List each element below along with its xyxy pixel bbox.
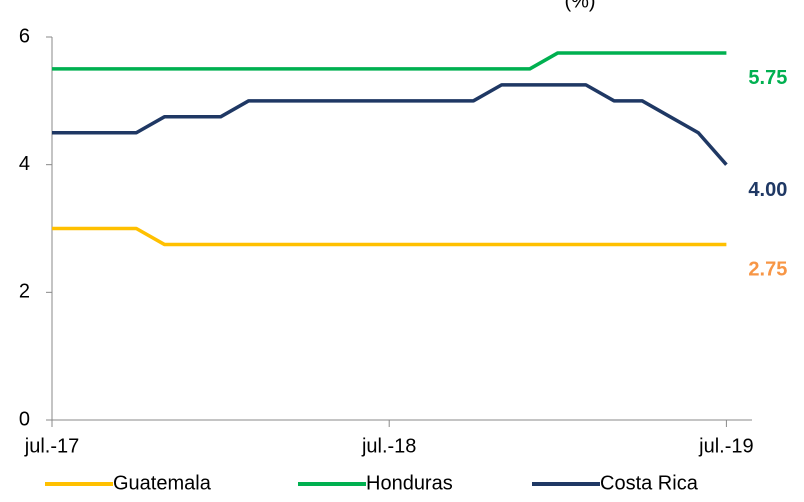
x-tick-label: jul.-18 [361, 435, 416, 457]
value-label: 2.75 [748, 259, 787, 281]
y-tick-label: 2 [19, 281, 30, 303]
legend-label: Honduras [366, 472, 453, 494]
x-tick-label: jul.-19 [698, 435, 753, 457]
y-tick-label: 0 [19, 408, 30, 430]
value-label: 5.75 [748, 67, 787, 89]
legend-label: Guatemala [113, 472, 212, 494]
legend-label: Costa Rica [600, 472, 699, 494]
chart-title: (%) [564, 0, 595, 12]
series-line [52, 51, 727, 71]
value-label: 4.00 [748, 179, 787, 201]
series-line [52, 83, 728, 166]
series-line [52, 226, 727, 247]
y-tick-label: 4 [19, 153, 30, 175]
y-tick-label: 6 [19, 25, 30, 47]
x-tick-label: jul.-17 [24, 435, 79, 457]
